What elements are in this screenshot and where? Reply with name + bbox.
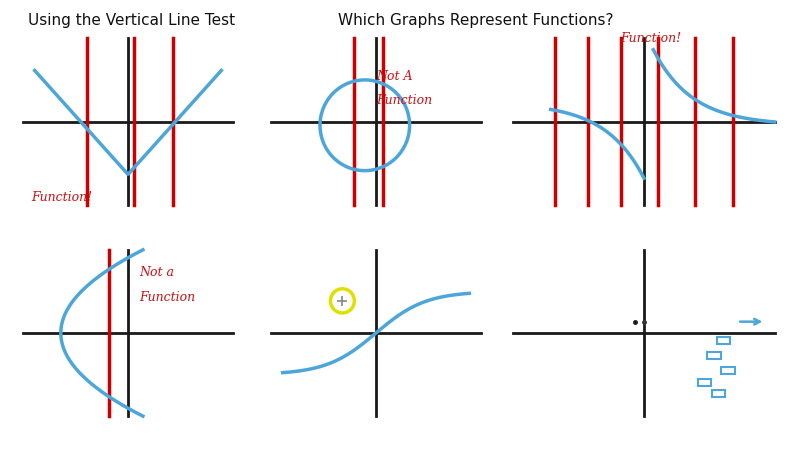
Bar	[722, 367, 734, 374]
Text: Function!: Function!	[31, 191, 92, 204]
Bar	[707, 352, 721, 359]
Text: Function!: Function!	[621, 32, 682, 45]
Text: Function: Function	[376, 94, 432, 108]
Text: Not a: Not a	[139, 266, 174, 279]
Bar	[712, 390, 726, 397]
Text: Using the Vertical Line Test: Using the Vertical Line Test	[29, 14, 235, 28]
Bar	[698, 379, 711, 386]
Text: Function: Function	[139, 291, 195, 304]
Text: Which Graphs Represent Functions?: Which Graphs Represent Functions?	[338, 14, 614, 28]
Bar	[717, 337, 730, 344]
Text: Not A: Not A	[376, 70, 413, 83]
